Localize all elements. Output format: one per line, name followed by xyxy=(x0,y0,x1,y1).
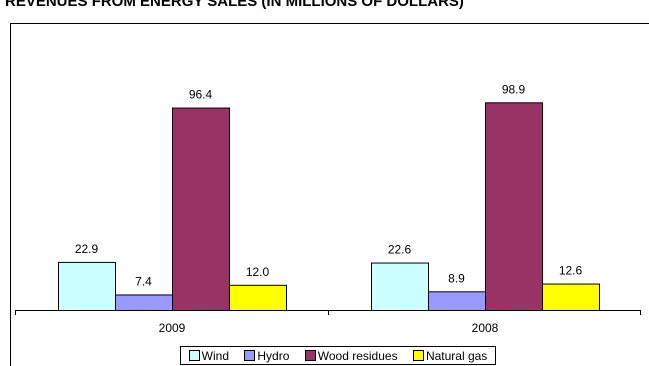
legend-label-natural-gas: Natural gas xyxy=(425,348,488,363)
chart-title: REVENUES FROM ENERGY SALES (IN MILLIONS … xyxy=(5,0,464,10)
x-tick-label-2008: 2008 xyxy=(472,321,499,335)
legend-swatch-wood-residues xyxy=(304,350,316,361)
data-label-wind-2009: 22.9 xyxy=(75,242,99,256)
data-label-wood-residues-2008: 98.9 xyxy=(502,82,526,96)
legend-label-hydro: Hydro xyxy=(257,348,290,363)
bar-natural-gas-2009 xyxy=(229,284,287,311)
legend: Wind Hydro Wood residues Natural gas xyxy=(180,346,496,365)
bar-wood-residues-2009 xyxy=(172,107,230,311)
legend-item-natural-gas: Natural gas xyxy=(412,348,488,363)
chart-area-border xyxy=(10,23,649,366)
data-label-wood-residues-2009: 96.4 xyxy=(189,88,213,102)
bar-hydro-2009 xyxy=(115,294,173,311)
data-label-hydro-2008: 8.9 xyxy=(448,271,465,285)
legend-swatch-natural-gas xyxy=(412,350,424,361)
legend-item-wood-residues: Wood residues xyxy=(304,348,398,363)
legend-item-hydro: Hydro xyxy=(244,349,289,363)
data-label-hydro-2009: 7.4 xyxy=(135,274,152,288)
legend-label-wind: Wind xyxy=(201,348,230,363)
bar-wood-residues-2008 xyxy=(485,102,543,311)
data-label-wind-2008: 22.6 xyxy=(388,243,412,257)
legend-swatch-hydro xyxy=(244,350,256,361)
bar-natural-gas-2008 xyxy=(542,283,600,312)
bar-wind-2008 xyxy=(371,262,429,312)
legend-swatch-wind xyxy=(188,350,200,361)
legend-item-wind: Wind xyxy=(188,348,230,363)
data-label-natural-gas-2009: 12.0 xyxy=(246,265,270,279)
bar-hydro-2008 xyxy=(428,291,486,311)
bar-wind-2009 xyxy=(58,261,116,312)
data-label-natural-gas-2008: 12.6 xyxy=(559,264,583,278)
x-tick-label-2009: 2009 xyxy=(159,321,186,335)
legend-label-wood-residues: Wood residues xyxy=(317,348,398,363)
